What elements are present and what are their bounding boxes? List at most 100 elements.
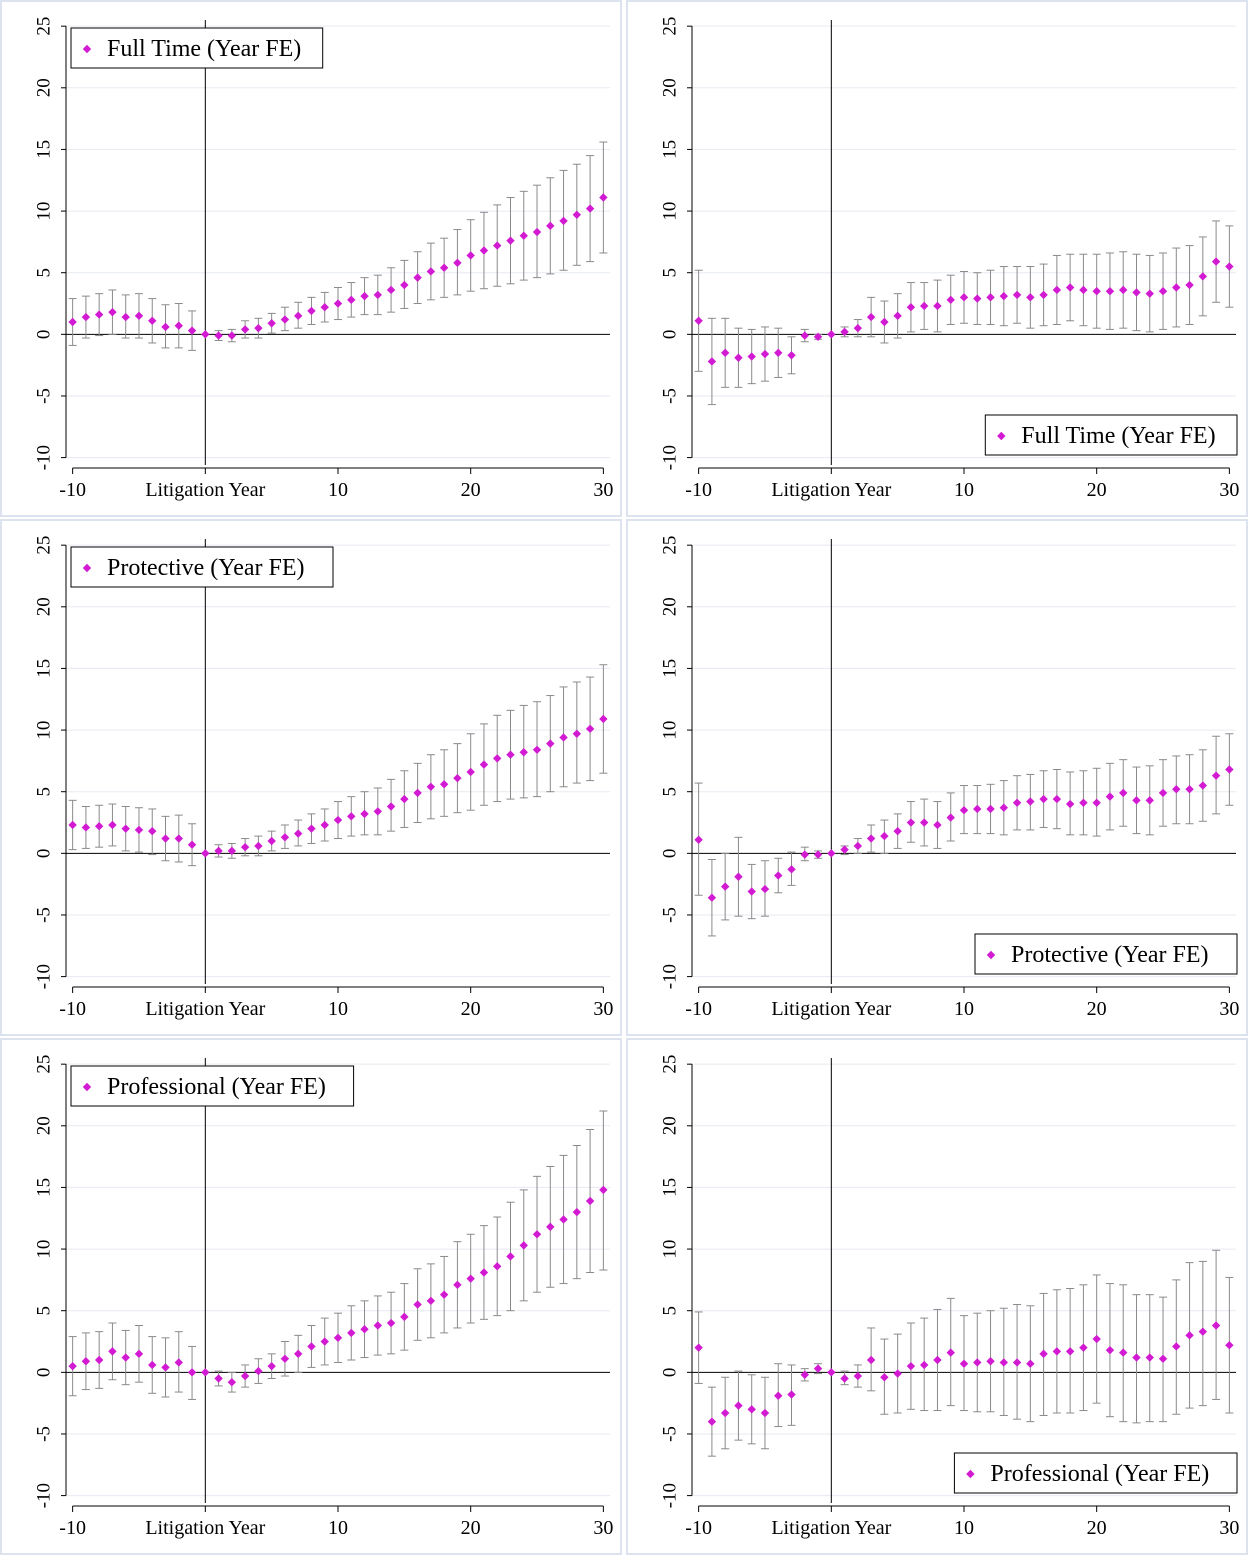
legend: Protective (Year FE): [974, 933, 1238, 975]
data-point: [307, 306, 316, 316]
legend: Professional (Year FE): [953, 1452, 1238, 1494]
x-tick-label: 10: [328, 1517, 348, 1539]
data-point: [479, 1268, 489, 1277]
data-point: [1172, 1342, 1181, 1351]
x-tick-label: 30: [593, 998, 613, 1020]
data-point: [386, 1318, 396, 1328]
data-point: [1065, 283, 1075, 292]
data-point: [774, 871, 783, 880]
data-point: [1132, 288, 1141, 297]
data-point: [161, 834, 170, 843]
x-axis-label: Litigation Year: [771, 998, 891, 1020]
y-tick-label: 5: [34, 787, 55, 797]
data-point: [201, 1368, 210, 1377]
x-axis-label: Litigation Year: [771, 1517, 891, 1539]
x-tick-label: 30: [1219, 998, 1239, 1020]
data-point: [479, 246, 489, 255]
data-point: [108, 307, 117, 317]
legend-box: [984, 414, 1238, 456]
y-tick-label: -10: [660, 1483, 681, 1508]
data-point: [280, 315, 290, 324]
data-point: [946, 295, 955, 305]
y-tick-label: -10: [660, 964, 681, 989]
y-tick-label: -5: [660, 388, 681, 404]
y-tick-label: -10: [34, 1483, 55, 1508]
data-point: [827, 849, 836, 858]
data-point: [973, 294, 982, 303]
y-tick-label: 25: [660, 17, 681, 36]
panel-border: [0, 519, 622, 1036]
legend: Professional (Year FE): [70, 1065, 355, 1107]
x-axis-label: Litigation Year: [145, 1517, 265, 1539]
chart-svg: -10 -5 0 5 10 15 20 25 -10 10 20 30 Litigation Year P…: [626, 1038, 1248, 1555]
data-point: [959, 1359, 969, 1368]
data-point: [559, 216, 568, 226]
legend-label: Full Time (Year FE): [107, 36, 301, 62]
data-point: [68, 317, 77, 327]
data-point: [439, 1290, 449, 1299]
data-point: [134, 1349, 144, 1359]
legend: Protective (Year FE): [70, 546, 334, 588]
legend-marker: [966, 1469, 975, 1479]
chart-panel-2: -10 -5 0 5 10 15 20 25 -10 10 20 30 Litigation Year F…: [626, 0, 1248, 517]
data-point: [1052, 794, 1062, 804]
data-point: [585, 204, 595, 213]
x-tick-label: -10: [685, 479, 712, 501]
data-point: [81, 823, 91, 832]
data-point: [293, 1349, 303, 1359]
data-point: [572, 729, 582, 738]
legend-label: Full Time (Year FE): [1021, 423, 1215, 449]
data-point: [254, 841, 263, 851]
legend-marker: [82, 44, 92, 54]
y-tick-label: 25: [660, 536, 681, 555]
y-tick-label: -5: [660, 907, 681, 923]
data-point: [280, 1354, 290, 1363]
data-point: [506, 750, 515, 759]
data-point: [347, 295, 356, 305]
x-tick-label: 30: [1219, 1517, 1239, 1539]
legend-label: Protective (Year FE): [1011, 942, 1209, 968]
data-point: [307, 1342, 316, 1351]
data-point: [94, 1355, 104, 1365]
data-point: [866, 312, 876, 322]
data-point: [134, 311, 144, 321]
data-point: [1211, 257, 1221, 266]
x-tick-label: 30: [593, 479, 613, 501]
data-point: [506, 236, 515, 245]
data-point: [373, 807, 383, 816]
x-tick-label: 30: [1219, 479, 1239, 501]
data-point: [227, 1377, 237, 1387]
data-point: [400, 1312, 409, 1322]
data-point: [1211, 1321, 1221, 1330]
data-point: [546, 739, 555, 748]
data-point: [121, 312, 130, 322]
data-point: [453, 258, 462, 268]
y-tick-label: 15: [660, 659, 681, 678]
y-tick-label: 5: [34, 268, 55, 278]
y-tick-label: 20: [660, 597, 681, 616]
y-tick-label: 15: [34, 140, 55, 159]
data-point: [559, 733, 568, 742]
data-point: [774, 1391, 783, 1400]
data-point: [161, 1363, 170, 1372]
data-point: [360, 291, 369, 301]
legend-box: [953, 1452, 1238, 1494]
x-tick-label: 20: [1087, 998, 1107, 1020]
data-point: [94, 822, 104, 831]
y-tick-label: -5: [660, 1426, 681, 1442]
data-point: [559, 1215, 568, 1224]
data-point: [1172, 785, 1181, 794]
data-point: [174, 1358, 183, 1367]
chart-svg: -10 -5 0 5 10 15 20 25 -10 10 20 30 Litigation Year P…: [626, 519, 1248, 1036]
data-point: [386, 285, 396, 295]
data-point: [426, 1296, 436, 1306]
x-tick-label: 10: [328, 998, 348, 1020]
data-point: [866, 1355, 876, 1365]
data-point: [866, 834, 876, 843]
data-point: [267, 1361, 276, 1371]
x-tick-label: 20: [1087, 1517, 1107, 1539]
y-tick-label: 20: [660, 1116, 681, 1135]
data-point: [386, 802, 396, 811]
data-point: [94, 310, 104, 319]
